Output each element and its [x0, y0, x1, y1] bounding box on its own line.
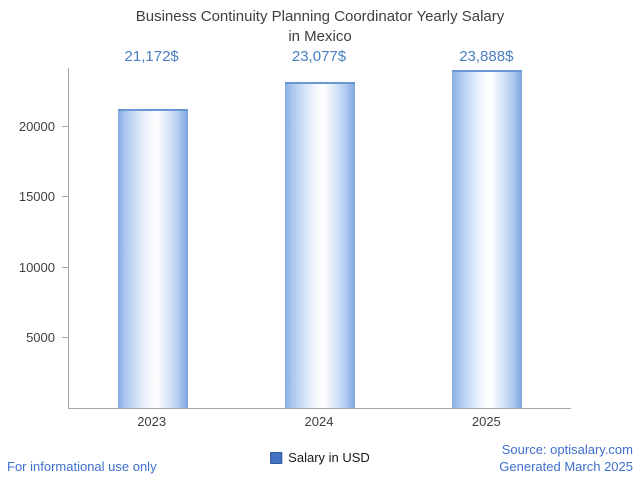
- y-tick-mark: [62, 196, 68, 198]
- source-attribution: Source: optisalary.com Generated March 2…: [499, 441, 633, 476]
- x-tick-label-2024: 2024: [304, 414, 334, 429]
- plot-area: [68, 68, 571, 409]
- y-tick-label-20000: 20000: [18, 119, 55, 135]
- disclaimer-text: For informational use only: [7, 459, 157, 474]
- x-tick-label-2025: 2025: [471, 414, 501, 429]
- bar-slot: [404, 68, 571, 408]
- bar-slot: [69, 68, 236, 408]
- bar-value-label-2024: 23,077$: [291, 48, 347, 65]
- legend-swatch-icon: [270, 451, 283, 464]
- chart-title: Business Continuity Planning Coordinator…: [0, 7, 640, 47]
- x-axis-labels: 2023 2024 2025: [68, 414, 570, 432]
- bar-2023: [117, 108, 188, 408]
- chart-title-line2: in Mexico: [288, 27, 352, 45]
- bar-slot: [236, 68, 403, 408]
- y-tick-label-15000: 15000: [18, 189, 55, 205]
- generated-text: Generated March 2025: [499, 459, 633, 475]
- y-tick-mark: [62, 336, 68, 338]
- y-tick-mark: [62, 126, 68, 128]
- bar-2024: [284, 81, 355, 408]
- y-tick-label-10000: 10000: [18, 259, 55, 275]
- bar-2025: [452, 70, 523, 408]
- value-labels-row: 21,172$ 23,077$ 23,888$: [68, 48, 570, 68]
- y-axis: 5000 10000 15000 20000: [0, 68, 68, 408]
- chart-title-line1: Business Continuity Planning Coordinator…: [135, 8, 505, 25]
- legend: Salary in USD: [270, 450, 370, 465]
- bar-value-label-2025: 23,888$: [459, 48, 514, 65]
- bars-row: [69, 68, 571, 408]
- y-tick-label-5000: 5000: [26, 329, 55, 345]
- y-tick-mark: [62, 266, 68, 268]
- legend-label: Salary in USD: [288, 450, 370, 465]
- source-text: Source: optisalary.com: [501, 441, 633, 457]
- x-tick-label-2023: 2023: [137, 414, 167, 429]
- bar-value-label-2023: 21,172$: [124, 48, 179, 65]
